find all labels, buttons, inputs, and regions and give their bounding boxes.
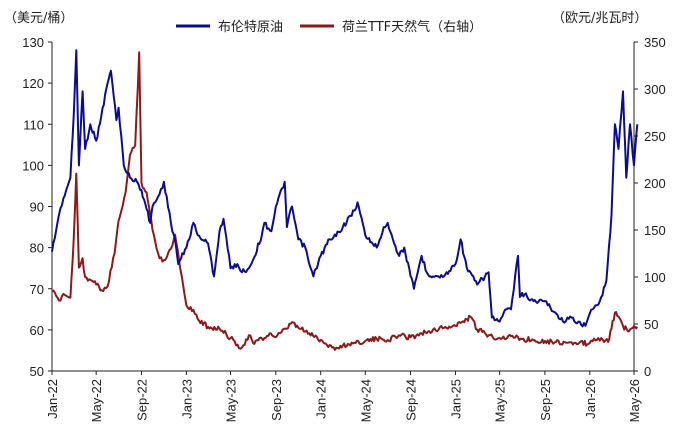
left-tick-label: 50 — [30, 364, 44, 379]
right-axis-unit-label: （欧元/兆瓦时） — [552, 11, 647, 26]
x-tick-label: May-26 — [627, 379, 642, 422]
legend-label-brent: 布伦特原油 — [218, 20, 283, 35]
right-tick-label: 150 — [644, 223, 666, 238]
right-tick-label: 350 — [644, 35, 666, 50]
right-tick-label: 250 — [644, 129, 666, 144]
x-tick-label: Sep-24 — [404, 379, 419, 421]
left-tick-label: 100 — [22, 158, 44, 173]
right-axis-ticks: 0 50 100 150 200 250 300 350 — [634, 35, 666, 379]
left-tick-label: 60 — [30, 323, 44, 338]
x-tick-label: Jan-24 — [314, 379, 329, 419]
legend-label-ttf: 荷兰TTF天然气（右轴） — [342, 19, 482, 35]
x-tick-label: Jan-23 — [179, 379, 194, 419]
right-tick-label: 200 — [644, 176, 666, 191]
left-axis-unit-label: （美元/桶） — [4, 11, 73, 26]
right-tick-label: 300 — [644, 82, 666, 97]
left-tick-label: 120 — [22, 76, 44, 91]
x-tick-label: Sep-23 — [269, 379, 284, 421]
x-tick-label: May-24 — [358, 379, 373, 422]
x-tick-label: Sep-25 — [538, 379, 553, 421]
left-axis-ticks: 50 60 70 80 90 100 110 120 130 — [22, 35, 52, 379]
x-tick-label: Jan-25 — [448, 379, 463, 419]
right-tick-label: 0 — [644, 364, 651, 379]
series-line-brent — [51, 49, 639, 328]
right-tick-label: 100 — [644, 270, 666, 285]
right-tick-label: 50 — [644, 317, 658, 332]
x-tick-label: May-25 — [493, 379, 508, 422]
x-axis-ticks: Jan-22 May-22 Sep-22 Jan-23 May-23 Sep-23 Jan-… — [45, 371, 642, 422]
x-tick-label: Jan-26 — [583, 379, 598, 419]
series-layer — [51, 49, 639, 351]
left-tick-label: 110 — [23, 117, 44, 132]
left-tick-label: 70 — [30, 282, 44, 297]
left-tick-label: 130 — [22, 35, 44, 50]
left-tick-label: 90 — [30, 200, 44, 215]
left-tick-label: 80 — [30, 241, 44, 256]
x-tick-label: May-22 — [89, 379, 104, 422]
x-tick-label: May-23 — [224, 379, 239, 422]
x-tick-label: Sep-22 — [134, 379, 149, 421]
legend: 布伦特原油 荷兰TTF天然气（右轴） — [176, 19, 482, 35]
plot-area: 50 60 70 80 90 100 110 120 130 0 50 100 150 200 250 30… — [22, 35, 665, 422]
x-tick-label: Jan-22 — [45, 379, 60, 419]
